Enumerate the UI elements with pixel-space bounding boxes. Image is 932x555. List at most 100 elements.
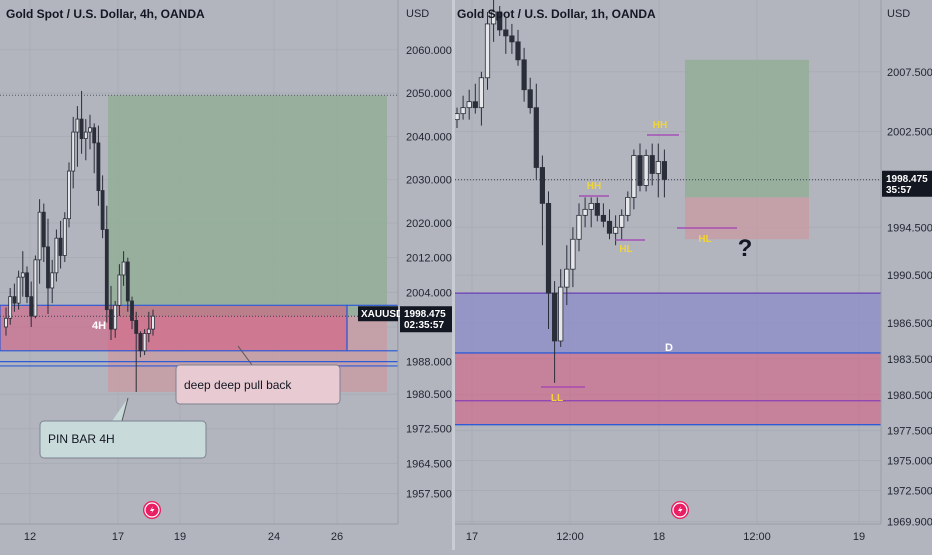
candle[interactable] xyxy=(612,215,619,246)
candle[interactable] xyxy=(515,29,521,66)
candle[interactable] xyxy=(134,311,139,392)
symbol-label: XAUUSD xyxy=(361,309,403,320)
x-tick-label: 17 xyxy=(112,531,124,543)
candle[interactable] xyxy=(54,229,59,282)
d-label[interactable]: D xyxy=(665,342,673,354)
chart-pane-4h[interactable]: 4H deep deep pull back PIN BAR 4H USD 2060… xyxy=(0,0,452,550)
candle[interactable] xyxy=(41,203,46,262)
candle[interactable] xyxy=(29,281,34,327)
candle[interactable] xyxy=(121,251,126,286)
alert-icon[interactable] xyxy=(143,501,161,519)
candle[interactable] xyxy=(625,191,631,222)
candle[interactable] xyxy=(497,5,503,36)
candle[interactable] xyxy=(521,47,527,102)
candle[interactable] xyxy=(460,95,466,120)
candle[interactable] xyxy=(62,212,67,262)
symbol-badge xyxy=(358,306,398,322)
candle[interactable] xyxy=(509,23,515,54)
candle[interactable] xyxy=(37,199,42,284)
candle[interactable] xyxy=(484,11,491,90)
candle[interactable] xyxy=(454,107,460,129)
candle[interactable] xyxy=(109,285,113,340)
candle[interactable] xyxy=(83,119,88,161)
price-badge xyxy=(882,170,932,197)
candle[interactable] xyxy=(619,209,625,240)
candle[interactable] xyxy=(4,307,8,336)
candle[interactable] xyxy=(491,0,497,42)
question-mark[interactable]: ? xyxy=(738,235,753,262)
candle[interactable] xyxy=(88,114,92,150)
candle[interactable] xyxy=(564,245,570,306)
candle[interactable] xyxy=(16,270,21,310)
candle[interactable] xyxy=(606,209,613,240)
candle[interactable] xyxy=(138,331,143,358)
candle[interactable] xyxy=(125,257,130,312)
pane-divider[interactable] xyxy=(452,0,455,550)
candle[interactable] xyxy=(582,197,588,228)
target-zone[interactable] xyxy=(685,59,809,198)
chart-1h-svg[interactable]: HH HH HL HL D LL? USD 2007.500 2002.500 1994.50… xyxy=(454,0,932,550)
svg-text:HL: HL xyxy=(619,244,632,255)
candle[interactable] xyxy=(558,269,564,347)
hl-label[interactable]: HL xyxy=(615,239,645,255)
candle[interactable] xyxy=(46,218,50,314)
candle[interactable] xyxy=(117,264,122,317)
demand-zone-d[interactable] xyxy=(455,293,881,353)
candle[interactable] xyxy=(33,255,38,319)
candle[interactable] xyxy=(96,125,101,206)
callout-pin-bar[interactable]: PIN BAR 4H xyxy=(39,397,207,459)
candle[interactable] xyxy=(130,296,134,330)
candle[interactable] xyxy=(545,191,552,329)
red-zone[interactable] xyxy=(455,352,881,425)
candle[interactable] xyxy=(643,149,649,192)
candle[interactable] xyxy=(100,175,105,239)
candle[interactable] xyxy=(8,287,13,325)
candle[interactable] xyxy=(67,162,71,228)
annotation-4h[interactable]: 4H xyxy=(92,320,106,332)
y-tick-label: 2004.000 xyxy=(406,287,452,299)
candle[interactable] xyxy=(472,83,478,114)
candle[interactable] xyxy=(92,123,97,174)
candle[interactable] xyxy=(533,83,539,180)
ll-label[interactable]: LL xyxy=(541,386,585,404)
candle[interactable] xyxy=(527,77,533,114)
candle[interactable] xyxy=(503,17,509,54)
hl-label[interactable]: HL xyxy=(677,227,737,245)
candle[interactable] xyxy=(594,197,600,222)
chart-4h-svg[interactable]: 4H deep deep pull back PIN BAR 4H USD 2060… xyxy=(0,0,452,550)
candle[interactable] xyxy=(50,259,55,304)
chart-pane-1h[interactable]: HH HH HL HL D LL? USD 2007.500 2002.500 1994.50… xyxy=(454,0,932,550)
candle[interactable] xyxy=(661,149,667,198)
candle[interactable] xyxy=(539,155,545,246)
candle[interactable] xyxy=(600,203,606,228)
candle[interactable] xyxy=(71,116,76,189)
candle[interactable] xyxy=(113,300,118,338)
currency-label: USD xyxy=(887,8,910,20)
candle[interactable] xyxy=(12,283,17,312)
candle[interactable] xyxy=(20,251,25,297)
alert-icon[interactable] xyxy=(671,501,689,519)
candle[interactable] xyxy=(58,220,63,269)
candle[interactable] xyxy=(655,143,661,198)
candle[interactable] xyxy=(631,149,637,210)
candle[interactable] xyxy=(75,106,80,167)
candle[interactable] xyxy=(466,89,472,120)
hh-label[interactable]: HH xyxy=(579,181,609,197)
target-zone[interactable] xyxy=(108,95,387,317)
candle[interactable] xyxy=(570,227,576,288)
callout-deep-pull-back[interactable]: deep deep pull back xyxy=(175,345,341,405)
candle[interactable] xyxy=(649,143,655,186)
candle[interactable] xyxy=(478,71,485,126)
candle[interactable] xyxy=(552,281,558,383)
candle[interactable] xyxy=(588,197,594,228)
candle[interactable] xyxy=(146,311,151,343)
candle[interactable] xyxy=(637,143,643,192)
hh-label[interactable]: HH xyxy=(647,120,679,136)
candle[interactable] xyxy=(576,203,582,252)
stop-zone[interactable] xyxy=(685,197,809,240)
candle[interactable] xyxy=(104,205,109,323)
candle[interactable] xyxy=(142,329,147,356)
demand-zone[interactable] xyxy=(0,305,347,351)
candle[interactable] xyxy=(25,266,29,304)
candle[interactable] xyxy=(79,90,84,154)
